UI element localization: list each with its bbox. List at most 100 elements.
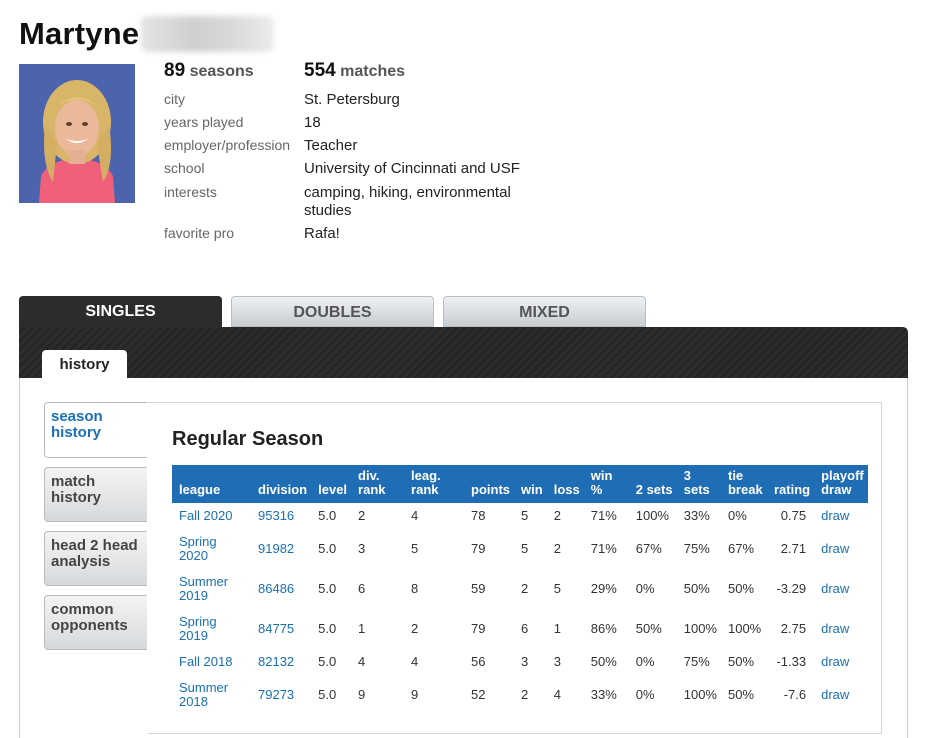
table-cell: 33% [683, 508, 710, 523]
table-cell: 50% [635, 621, 662, 636]
draw-link[interactable]: draw [821, 508, 850, 523]
column-header: leag. rank [404, 465, 465, 503]
division-link[interactable]: 95316 [258, 508, 295, 523]
table-cell: 5 [553, 581, 561, 596]
table-cell: 50% [590, 654, 617, 669]
table-cell: 75% [683, 654, 710, 669]
table-cell: 2.75 [780, 621, 807, 636]
league-link[interactable]: Spring 2019 [179, 614, 217, 643]
draw-link[interactable]: draw [821, 621, 850, 636]
table-cell: 29% [590, 581, 617, 596]
table-cell: 6 [521, 621, 529, 636]
division-link[interactable]: 79273 [258, 687, 295, 702]
table-cell: 0% [635, 581, 655, 596]
seasons-label: seasons [189, 63, 254, 80]
division-link[interactable]: 82132 [258, 654, 295, 669]
table-cell: 1 [553, 621, 561, 636]
matches-label: matches [340, 63, 406, 80]
detail-value-favorite-pro: Rafa! [304, 225, 340, 242]
table-cell: 5 [521, 541, 529, 556]
table-cell: 0% [635, 687, 655, 702]
table-cell: 0% [635, 654, 655, 669]
draw-link[interactable]: draw [821, 687, 850, 702]
table-cell: 50% [683, 581, 710, 596]
table-cell: 4 [553, 687, 561, 702]
column-header: league [172, 465, 251, 503]
league-link[interactable]: Spring 2020 [179, 534, 217, 563]
table-cell: 0.75 [780, 508, 807, 523]
table-cell: 33% [590, 687, 617, 702]
league-link[interactable]: Fall 2018 [179, 654, 233, 669]
league-link[interactable]: Summer 2019 [179, 574, 229, 603]
table-cell: 9 [411, 687, 419, 702]
section-title: Regular Season [172, 428, 324, 450]
table-cell: 0% [727, 508, 747, 523]
table-cell: 50% [727, 654, 755, 669]
division-link[interactable]: 86486 [258, 581, 295, 596]
main-tab-bar: SINGLES DOUBLES MIXED [19, 296, 908, 330]
division-link[interactable]: 91982 [258, 541, 295, 556]
table-cell: 100% [727, 621, 762, 636]
tab-mixed[interactable]: MIXED [443, 296, 646, 327]
detail-value-city: St. Petersburg [304, 91, 400, 108]
table-cell: 100% [635, 508, 669, 523]
table-cell: 5 [411, 541, 419, 556]
division-link[interactable]: 84775 [258, 621, 295, 636]
draw-link[interactable]: draw [821, 581, 850, 596]
table-cell: 4 [411, 508, 419, 523]
table-row: Fall 2018 82132 5.0 4 4 56 3 3 50% 0% 75% 50% -1.33 d… [172, 649, 868, 675]
table-cell: 5.0 [318, 687, 337, 702]
table-row: Fall 2020 95316 5.0 2 4 78 5 2 71% 100% 33% 0% 0.75 d… [172, 503, 868, 529]
table-cell: 5.0 [318, 621, 337, 636]
avatar-photo [19, 64, 135, 203]
table-cell: 56 [471, 654, 486, 669]
draw-link[interactable]: draw [821, 541, 850, 556]
column-header: 3 sets [676, 465, 721, 503]
detail-label-profession: employer/profession [164, 137, 291, 153]
table-row: Summer 2018 79273 5.0 9 9 52 2 4 33% 0% 100% 50% -7.… [172, 675, 868, 715]
sidebar-item-head-2-head[interactable]: head 2 head analysis [44, 531, 147, 586]
table-cell: 2 [411, 621, 419, 636]
sidebar-item-common-opponents[interactable]: common opponents [44, 595, 147, 650]
detail-label-interests: interests [164, 184, 217, 200]
table-cell: 67% [727, 541, 755, 556]
league-link[interactable]: Fall 2020 [179, 508, 233, 523]
draw-link[interactable]: draw [821, 654, 850, 669]
table-row: Spring 2020 91982 5.0 3 5 79 5 2 71% 67% 75% 67% 2.7… [172, 529, 868, 569]
table-cell: 100% [683, 621, 717, 636]
table-cell: 71% [590, 541, 617, 556]
column-header: 2 sets [628, 465, 677, 503]
table-cell: 79 [471, 621, 486, 636]
sidebar-item-match-history[interactable]: match history [44, 467, 147, 522]
table-header-row: league division level div. rank leag. rank po… [172, 465, 868, 503]
table-cell: -1.33 [776, 654, 807, 669]
table-cell: 8 [411, 581, 419, 596]
detail-value-profession: Teacher [304, 137, 358, 154]
sidebar-item-season-history[interactable]: season history [44, 402, 147, 458]
tab-history[interactable]: history [42, 350, 127, 379]
table-cell: 2 [553, 508, 561, 523]
column-header: win [514, 465, 547, 503]
column-header: points [464, 465, 515, 503]
detail-value-years-played: 18 [304, 114, 321, 131]
player-last-name-blurred [141, 16, 275, 52]
tab-doubles[interactable]: DOUBLES [231, 296, 434, 327]
table-cell: 4 [358, 654, 366, 669]
table-cell: 79 [471, 541, 486, 556]
tab-singles[interactable]: SINGLES [19, 296, 222, 330]
column-header: div. rank [351, 465, 405, 503]
table-cell: 2 [521, 687, 529, 702]
table-body: Fall 2020 95316 5.0 2 4 78 5 2 71% 100% 33% 0% 0.75 d… [172, 503, 868, 715]
table-header: league division level div. rank leag. rank po… [172, 465, 868, 503]
table-cell: 86% [590, 621, 617, 636]
table-cell: 2 [521, 581, 529, 596]
detail-label-city: city [164, 91, 185, 107]
player-first-name: Martyne [19, 16, 140, 51]
table-cell: 75% [683, 541, 710, 556]
table-cell: 3 [358, 541, 366, 556]
league-link[interactable]: Summer 2018 [179, 680, 229, 709]
table-row: Summer 2019 86486 5.0 6 8 59 2 5 29% 0% 50% 50% -3.2… [172, 569, 868, 609]
table-cell: 6 [358, 581, 366, 596]
season-history-panel [148, 402, 882, 734]
table-cell: 5.0 [318, 581, 337, 596]
